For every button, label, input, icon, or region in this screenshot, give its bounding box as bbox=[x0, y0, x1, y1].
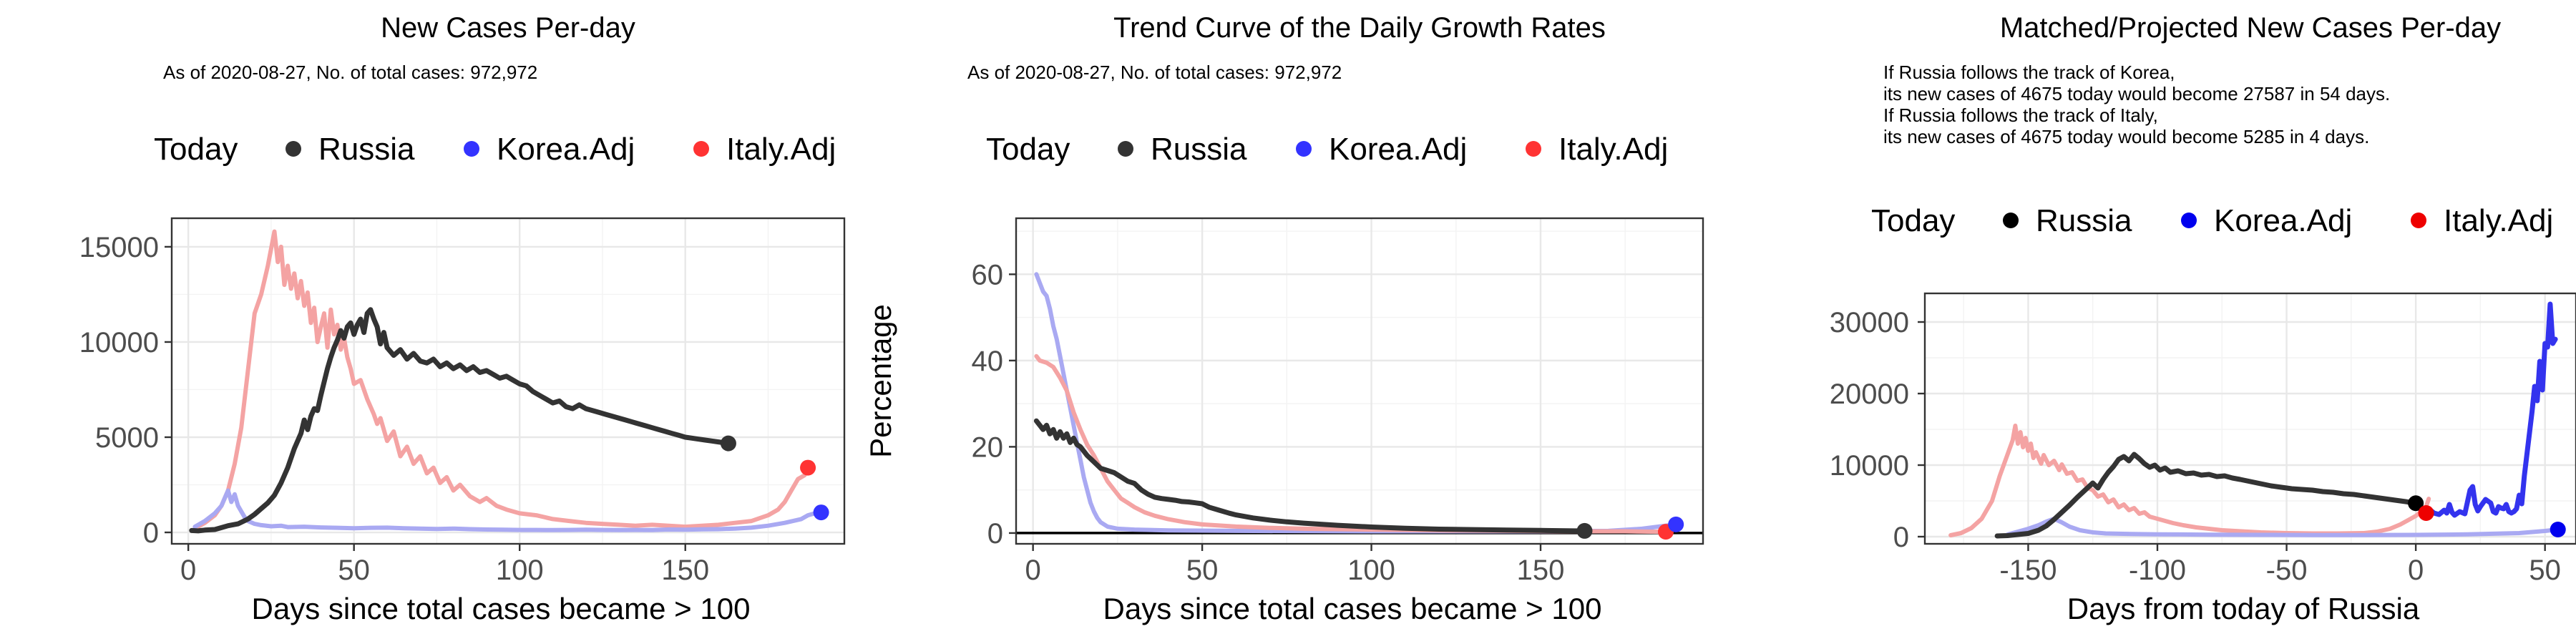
y-tick-label: 15000 bbox=[79, 232, 159, 263]
grid bbox=[1925, 293, 2576, 544]
y-tick-label: 10000 bbox=[79, 327, 159, 358]
x-tick-label: -100 bbox=[2129, 555, 2186, 586]
series-line-korea-adj bbox=[192, 488, 820, 532]
legend-key bbox=[1526, 141, 1541, 157]
series-group bbox=[189, 229, 820, 534]
chart-title: New Cases Per-day bbox=[381, 12, 635, 44]
chart-subtitle: As of 2020-08-27, No. of total cases: 97… bbox=[967, 62, 1342, 83]
chart-annotation-line: If Russia follows the track of Italy, bbox=[1883, 104, 2158, 126]
series-line-korea-adj bbox=[1034, 272, 1679, 534]
series-line-italy-adj bbox=[1948, 424, 2431, 537]
legend-label: Italy.Adj bbox=[726, 132, 836, 167]
legend-title: Today bbox=[154, 132, 238, 167]
x-axis-label: Days since total cases became > 100 bbox=[1103, 592, 1602, 625]
panel-border bbox=[1015, 217, 1704, 545]
series-line-korea-adj bbox=[2416, 301, 2558, 518]
x-tick-label: -150 bbox=[1999, 555, 2057, 586]
x-tick-label: 100 bbox=[1347, 555, 1395, 586]
legend-key bbox=[1118, 141, 1133, 157]
x-tick-label: -50 bbox=[2266, 555, 2308, 586]
x-tick-label: 100 bbox=[496, 555, 544, 586]
y-tick-label: 10000 bbox=[1830, 450, 1909, 482]
chart-subtitle: As of 2020-08-27, No. of total cases: 97… bbox=[163, 62, 537, 83]
series-group bbox=[1033, 272, 1679, 535]
x-tick-label: 50 bbox=[2529, 555, 2561, 586]
chart-title: Matched/Projected New Cases Per-day bbox=[2000, 12, 2501, 44]
endpoint-korea-adj bbox=[1668, 516, 1684, 532]
chart-annotation-line: its new cases of 4675 today would become… bbox=[1883, 83, 2390, 104]
legend-title: Today bbox=[1871, 203, 1955, 238]
y-tick-label: 0 bbox=[143, 517, 159, 549]
x-tick-label: 0 bbox=[1025, 555, 1041, 586]
panel-border bbox=[1923, 292, 2576, 545]
y-tick-label: 20 bbox=[972, 431, 1004, 463]
axes: -150 -100 -50 0 50 0 10000 20000 30000 Days from … bbox=[1830, 307, 2561, 625]
series-group bbox=[1948, 301, 2560, 539]
legend-label: Korea.Adj bbox=[1329, 132, 1467, 167]
legend-key bbox=[2181, 213, 2197, 228]
x-tick-label: 0 bbox=[2408, 555, 2424, 586]
series-line-italy-adj bbox=[1034, 353, 1662, 535]
y-tick-label: 5000 bbox=[95, 422, 159, 454]
legend-title: Today bbox=[986, 132, 1070, 167]
endpoint-russia bbox=[720, 435, 736, 452]
chart-legend: Today Russia Korea.Adj Italy.Adj bbox=[986, 132, 1668, 167]
legend-key bbox=[464, 141, 479, 157]
chart-panel-1: New Cases Per-day As of 2020-08-27, No. o… bbox=[79, 12, 846, 625]
chart-legend: Today Russia Korea.Adj Italy.Adj bbox=[154, 132, 836, 167]
y-tick-label: 40 bbox=[972, 346, 1004, 377]
y-axis-label: Percentage bbox=[864, 304, 897, 458]
chart-legend: Today Russia Korea.Adj Italy.Adj bbox=[1871, 203, 2553, 238]
legend-key bbox=[286, 141, 301, 157]
legend-key bbox=[2003, 213, 2019, 228]
endpoint-russia bbox=[1576, 522, 1593, 539]
x-axis-label: Days from today of Russia bbox=[2067, 592, 2420, 625]
x-tick-label: 50 bbox=[1186, 555, 1219, 586]
chart-panel-3: Matched/Projected New Cases Per-day If Ru… bbox=[1830, 12, 2576, 625]
legend-key bbox=[2411, 213, 2426, 228]
panel-border bbox=[170, 217, 846, 545]
endpoint-italy-adj bbox=[800, 459, 816, 476]
chart-annotation-line: If Russia follows the track of Korea, bbox=[1883, 62, 2175, 83]
legend-label: Russia bbox=[2036, 203, 2132, 238]
legend-label: Korea.Adj bbox=[2214, 203, 2352, 238]
series-line-korea-adj bbox=[2005, 517, 2560, 537]
y-tick-label: 20000 bbox=[1830, 379, 1909, 410]
y-tick-label: 0 bbox=[1893, 522, 1909, 553]
legend-label: Russia bbox=[318, 132, 415, 167]
legend-label: Korea.Adj bbox=[497, 132, 635, 167]
legend-label: Italy.Adj bbox=[1558, 132, 1668, 167]
x-tick-label: 150 bbox=[661, 555, 709, 586]
axes: 0 50 100 150 0 20 40 60 Days since total cases b… bbox=[864, 259, 1601, 625]
x-axis-label: Days since total cases became > 100 bbox=[252, 592, 751, 625]
chart-panel-2: Trend Curve of the Daily Growth Rates As … bbox=[864, 12, 1704, 625]
endpoint-italy-adj bbox=[2418, 505, 2434, 521]
y-tick-label: 0 bbox=[987, 518, 1003, 550]
legend-label: Russia bbox=[1151, 132, 1247, 167]
series-line-russia bbox=[189, 307, 731, 534]
x-tick-label: 150 bbox=[1517, 555, 1565, 586]
axes: 0 50 100 150 0 5000 10000 15000 Days since total… bbox=[79, 232, 751, 625]
x-tick-label: 50 bbox=[338, 555, 370, 586]
endpoint-korea-adj bbox=[2550, 522, 2566, 537]
endpoint-russia bbox=[2408, 495, 2424, 512]
series-line-italy-adj bbox=[192, 229, 811, 531]
y-tick-label: 30000 bbox=[1830, 307, 1909, 338]
chart-title: Trend Curve of the Daily Growth Rates bbox=[1113, 12, 1606, 44]
legend-label: Italy.Adj bbox=[2444, 203, 2553, 238]
series-line-russia bbox=[1033, 418, 1587, 534]
x-tick-label: 0 bbox=[180, 555, 196, 586]
legend-key bbox=[693, 141, 709, 157]
chart-annotation-line: its new cases of 4675 today would become… bbox=[1883, 126, 2369, 147]
series-line-russia bbox=[1994, 452, 2419, 539]
y-tick-label: 60 bbox=[972, 259, 1004, 291]
legend-key bbox=[1296, 141, 1312, 157]
endpoint-korea-adj bbox=[813, 504, 829, 521]
